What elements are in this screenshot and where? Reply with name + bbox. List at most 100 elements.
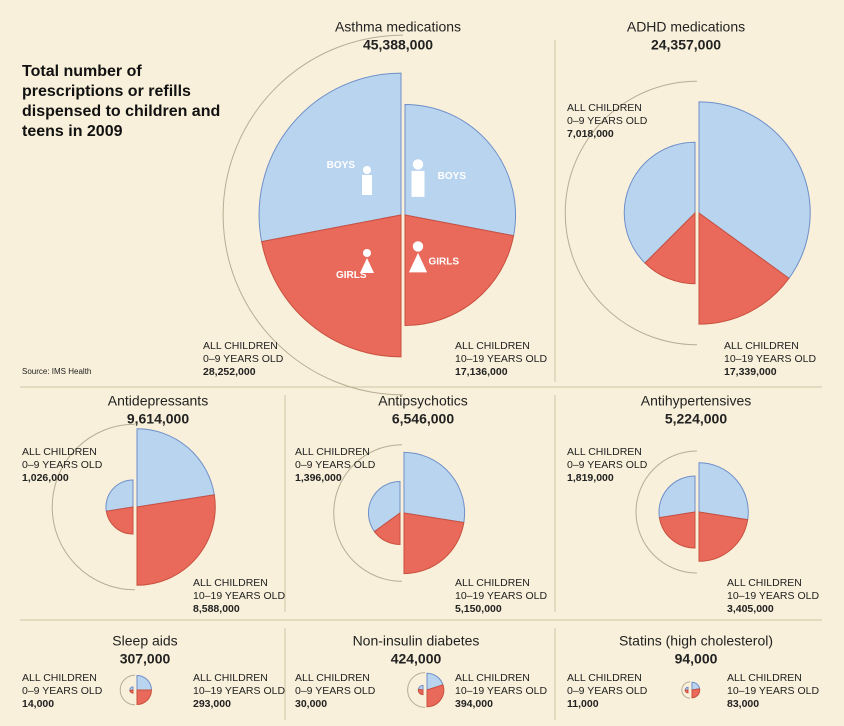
total-arc — [407, 672, 426, 708]
total-arc — [223, 34, 404, 396]
group-label: 10–19 YEARS OLD — [724, 353, 816, 365]
group-value: 17,136,000 — [455, 366, 508, 378]
group-label: 0–9 YEARS OLD — [567, 459, 648, 471]
panel-total: 9,614,000 — [127, 411, 189, 427]
wedge — [404, 214, 515, 327]
group-label: ALL CHILDREN — [193, 577, 268, 589]
panel-title: Antihypertensives — [641, 393, 752, 409]
panel-title: Asthma medications — [335, 19, 461, 35]
group-label: 0–9 YEARS OLD — [567, 115, 648, 127]
group-value: 14,000 — [22, 698, 54, 710]
group-value: 8,588,000 — [193, 603, 240, 615]
wedge — [658, 475, 696, 519]
group-value: 17,339,000 — [724, 366, 777, 378]
group-label: 10–19 YEARS OLD — [455, 685, 547, 697]
group-label: ALL CHILDREN — [727, 672, 802, 684]
group-label: ALL CHILDREN — [567, 672, 642, 684]
group-label: ALL CHILDREN — [22, 446, 97, 458]
wedge — [644, 211, 696, 285]
group-value: 1,026,000 — [22, 472, 69, 484]
wedge — [698, 462, 749, 521]
wedge — [698, 212, 790, 325]
person-icon — [412, 241, 424, 252]
wedge — [691, 688, 701, 699]
total-arc — [681, 681, 691, 699]
wedge — [403, 512, 465, 575]
wedge — [404, 103, 516, 237]
group-label: ALL CHILDREN — [567, 102, 642, 114]
panel-total: 424,000 — [391, 651, 442, 667]
wedge — [403, 451, 466, 524]
group-value: 1,396,000 — [295, 472, 342, 484]
total-arc — [635, 450, 698, 574]
panel-total: 5,224,000 — [665, 411, 727, 427]
group-label: ALL CHILDREN — [727, 577, 802, 589]
total-arc — [119, 674, 136, 706]
group-label: 10–19 YEARS OLD — [193, 685, 285, 697]
person-icon — [412, 159, 424, 170]
series-label: GIRLS — [428, 256, 459, 267]
person-icon — [363, 249, 371, 257]
group-label: 10–19 YEARS OLD — [455, 590, 547, 602]
wedge — [426, 684, 445, 708]
series-label: GIRLS — [336, 270, 367, 281]
panel-title: Statins (high cholesterol) — [619, 633, 773, 649]
person-icon — [363, 166, 371, 174]
group-value: 394,000 — [455, 698, 493, 710]
group-label: ALL CHILDREN — [193, 672, 268, 684]
group-label: ALL CHILDREN — [203, 340, 278, 352]
person-icon — [360, 258, 374, 273]
series-label: BOYS — [438, 171, 467, 182]
panel-title: ADHD medications — [627, 19, 745, 35]
wedge — [373, 512, 401, 546]
wedge — [136, 675, 152, 691]
wedge — [258, 72, 402, 243]
group-value: 293,000 — [193, 698, 231, 710]
wedge — [698, 101, 811, 280]
panel-title: Sleep aids — [112, 633, 177, 649]
panel-title: Non-insulin diabetes — [353, 633, 480, 649]
wedge — [105, 506, 134, 535]
group-label: ALL CHILDREN — [22, 672, 97, 684]
wedge — [417, 688, 424, 696]
wedge — [698, 511, 749, 562]
group-label: 10–19 YEARS OLD — [727, 685, 819, 697]
person-icon — [408, 252, 428, 273]
group-label: 10–19 YEARS OLD — [727, 590, 819, 602]
wedge — [129, 689, 134, 694]
panel-title: Antidepressants — [108, 393, 208, 409]
wedge — [623, 141, 696, 264]
group-value: 30,000 — [295, 698, 327, 710]
group-value: 28,252,000 — [203, 366, 256, 378]
series-label: BOYS — [327, 160, 356, 171]
group-label: ALL CHILDREN — [724, 340, 799, 352]
group-label: 0–9 YEARS OLD — [22, 685, 103, 697]
group-label: ALL CHILDREN — [295, 446, 370, 458]
group-label: 0–9 YEARS OLD — [295, 459, 376, 471]
total-arc — [564, 80, 698, 346]
group-label: ALL CHILDREN — [295, 672, 370, 684]
group-label: 10–19 YEARS OLD — [455, 353, 547, 365]
wedge — [367, 480, 401, 533]
group-label: 0–9 YEARS OLD — [567, 685, 648, 697]
panel-total: 24,357,000 — [651, 37, 721, 53]
group-value: 11,000 — [567, 698, 599, 710]
group-value: 7,018,000 — [567, 128, 614, 140]
group-value: 83,000 — [727, 698, 759, 710]
wedge — [136, 689, 152, 705]
panel-total: 94,000 — [675, 651, 718, 667]
group-label: ALL CHILDREN — [567, 446, 642, 458]
group-label: ALL CHILDREN — [455, 577, 530, 589]
panel-total: 6,546,000 — [392, 411, 454, 427]
group-value: 1,819,000 — [567, 472, 614, 484]
panel-total: 307,000 — [120, 651, 171, 667]
group-value: 5,150,000 — [455, 603, 502, 615]
headline: Total number of prescriptions or refills… — [22, 63, 221, 140]
group-label: 10–19 YEARS OLD — [193, 590, 285, 602]
group-label: ALL CHILDREN — [455, 672, 530, 684]
group-label: 0–9 YEARS OLD — [295, 685, 376, 697]
group-label: ALL CHILDREN — [455, 340, 530, 352]
wedge — [136, 428, 215, 508]
